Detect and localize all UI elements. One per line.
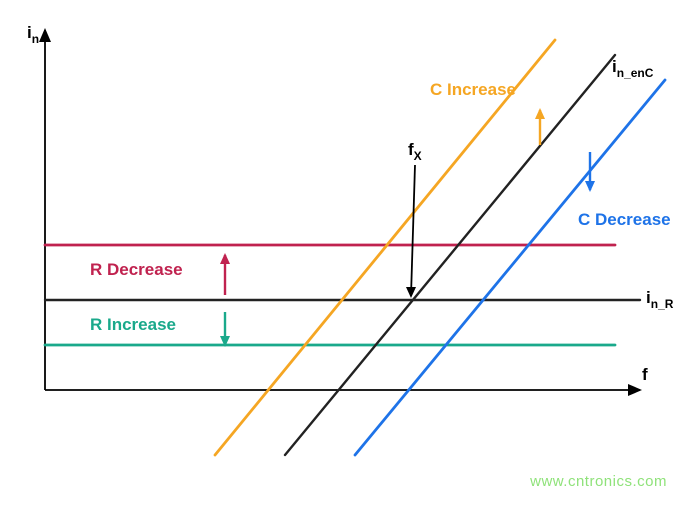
y-axis-label: in bbox=[27, 23, 39, 46]
y-axis-arrow bbox=[39, 28, 51, 42]
diagonal-lines bbox=[215, 40, 665, 455]
arrow-r-increase-icon bbox=[220, 312, 230, 347]
label-in-enC: in_enC bbox=[612, 57, 654, 80]
arrow-c-decrease-icon bbox=[585, 152, 595, 192]
label-r-increase: R Increase bbox=[90, 315, 176, 334]
noise-current-chart: in f R Decrease R Increase C Increase C … bbox=[0, 0, 685, 506]
label-in-R: in_R bbox=[646, 288, 674, 311]
axes: in f bbox=[27, 23, 648, 396]
watermark: www.cntronics.com bbox=[530, 473, 667, 490]
label-r-decrease: R Decrease bbox=[90, 260, 183, 279]
x-axis-label: f bbox=[642, 365, 648, 384]
line-c-increase bbox=[215, 40, 555, 455]
line-c-decrease bbox=[355, 80, 665, 455]
arrow-fx-icon bbox=[406, 165, 416, 298]
label-c-decrease: C Decrease bbox=[578, 210, 671, 229]
line-in-enC bbox=[285, 55, 615, 455]
arrow-c-increase-icon bbox=[535, 108, 545, 145]
x-axis-arrow bbox=[628, 384, 642, 396]
chart-svg: in f R Decrease R Increase C Increase C … bbox=[0, 0, 685, 506]
label-fx: fX bbox=[408, 140, 422, 163]
arrow-r-decrease-icon bbox=[220, 253, 230, 295]
label-c-increase: C Increase bbox=[430, 80, 516, 99]
